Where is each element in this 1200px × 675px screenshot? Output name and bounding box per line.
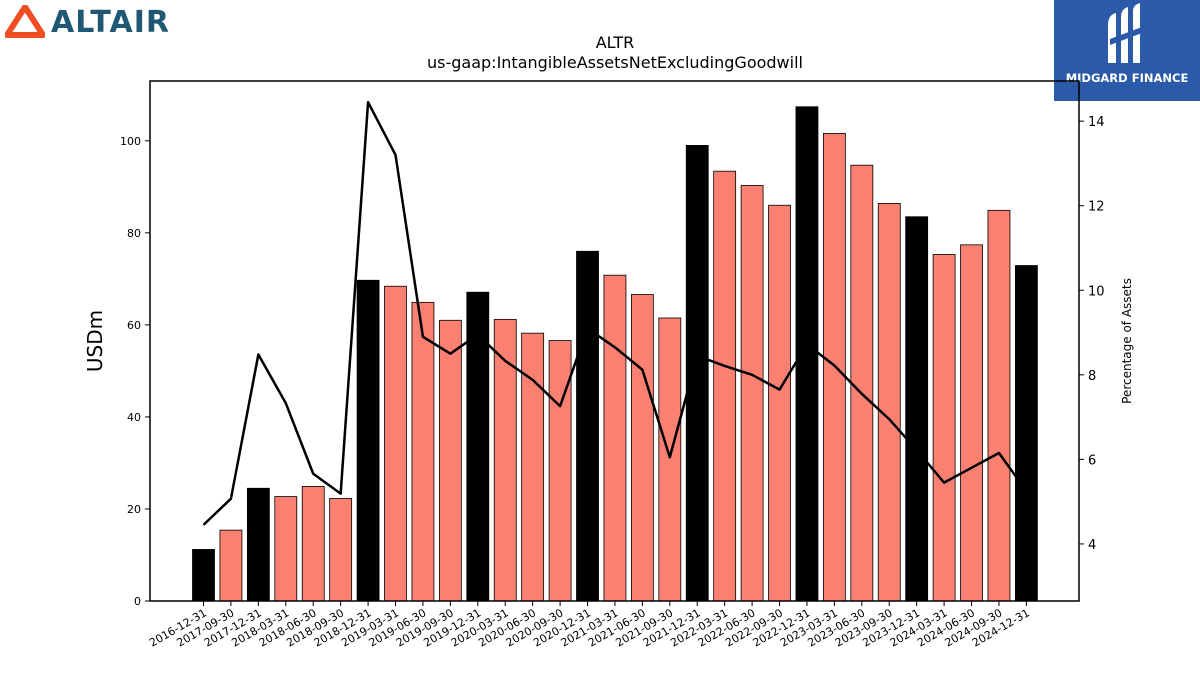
bar-2022-06-30 (740, 185, 764, 602)
chart-title: ALTR (596, 33, 635, 52)
y2-tick-label: 12 (1088, 200, 1105, 215)
x-axis: 2016-12-312017-09-302017-12-312018-03-31… (147, 601, 1032, 650)
bar-2021-03-31 (603, 274, 627, 602)
bar-2018-12-31 (356, 279, 380, 602)
bar-2017-12-31 (246, 487, 270, 602)
bar-2021-06-30 (630, 294, 654, 602)
bar-2023-12-31 (905, 216, 929, 602)
bar-2023-06-30 (850, 164, 874, 602)
bar-2022-12-31 (795, 106, 819, 602)
y-tick-label: 40 (127, 411, 141, 424)
altair-mark-icon (5, 5, 45, 38)
y2-tick-label: 6 (1088, 453, 1096, 468)
bar-2023-09-30 (877, 203, 901, 602)
y-axis-label: USDm (83, 310, 107, 372)
bar-2024-09-30 (987, 209, 1011, 602)
bar-2019-09-30 (438, 319, 462, 602)
pct-of-assets-line (202, 100, 1028, 526)
bar-2019-06-30 (411, 301, 435, 602)
bar-2021-12-31 (685, 145, 709, 602)
bars-layer (192, 106, 1038, 602)
bar-2018-06-30 (301, 486, 325, 602)
y-tick-label: 60 (127, 319, 141, 332)
altair-logo: ALTAIR (5, 3, 170, 43)
chart-subtitle: us-gaap:IntangibleAssetsNetExcludingGood… (427, 53, 803, 72)
y2-axis: 4 6 8 10 12 14 (1079, 115, 1105, 553)
y2-axis-label: Percentage of Assets (1120, 278, 1134, 404)
y-tick-label: 0 (134, 595, 141, 608)
bar-2022-09-30 (768, 204, 791, 602)
midgard-mark-icon (1108, 3, 1142, 63)
y-tick-label: 100 (120, 135, 141, 148)
bar-2024-12-31 (1015, 265, 1038, 602)
altair-wordmark: ALTAIR (51, 5, 170, 40)
bar-2018-03-31 (274, 496, 298, 602)
bar-2024-03-31 (932, 254, 956, 602)
midgard-wordmark: MIDGARD FINANCE (1065, 71, 1189, 85)
bar-2021-09-30 (658, 317, 682, 602)
bar-2022-03-31 (713, 170, 737, 602)
y2-tick-label: 10 (1088, 284, 1105, 299)
y2-tick-label: 8 (1088, 369, 1096, 384)
y2-tick-label: 4 (1088, 538, 1096, 553)
bar-2016-12-31 (192, 549, 215, 602)
bar-2018-09-30 (329, 497, 353, 602)
bar-2017-09-30 (219, 529, 243, 602)
bar-2019-03-31 (384, 285, 407, 602)
line-layer (202, 100, 1028, 526)
y-axis: 0 20 40 60 80 100 (120, 135, 150, 608)
bar-2020-12-31 (576, 250, 599, 602)
y2-tick-label: 14 (1088, 115, 1105, 130)
bar-2020-09-30 (548, 340, 572, 602)
bar-2024-06-30 (960, 244, 983, 602)
y-tick-label: 20 (127, 503, 141, 516)
y-tick-label: 80 (127, 227, 141, 240)
